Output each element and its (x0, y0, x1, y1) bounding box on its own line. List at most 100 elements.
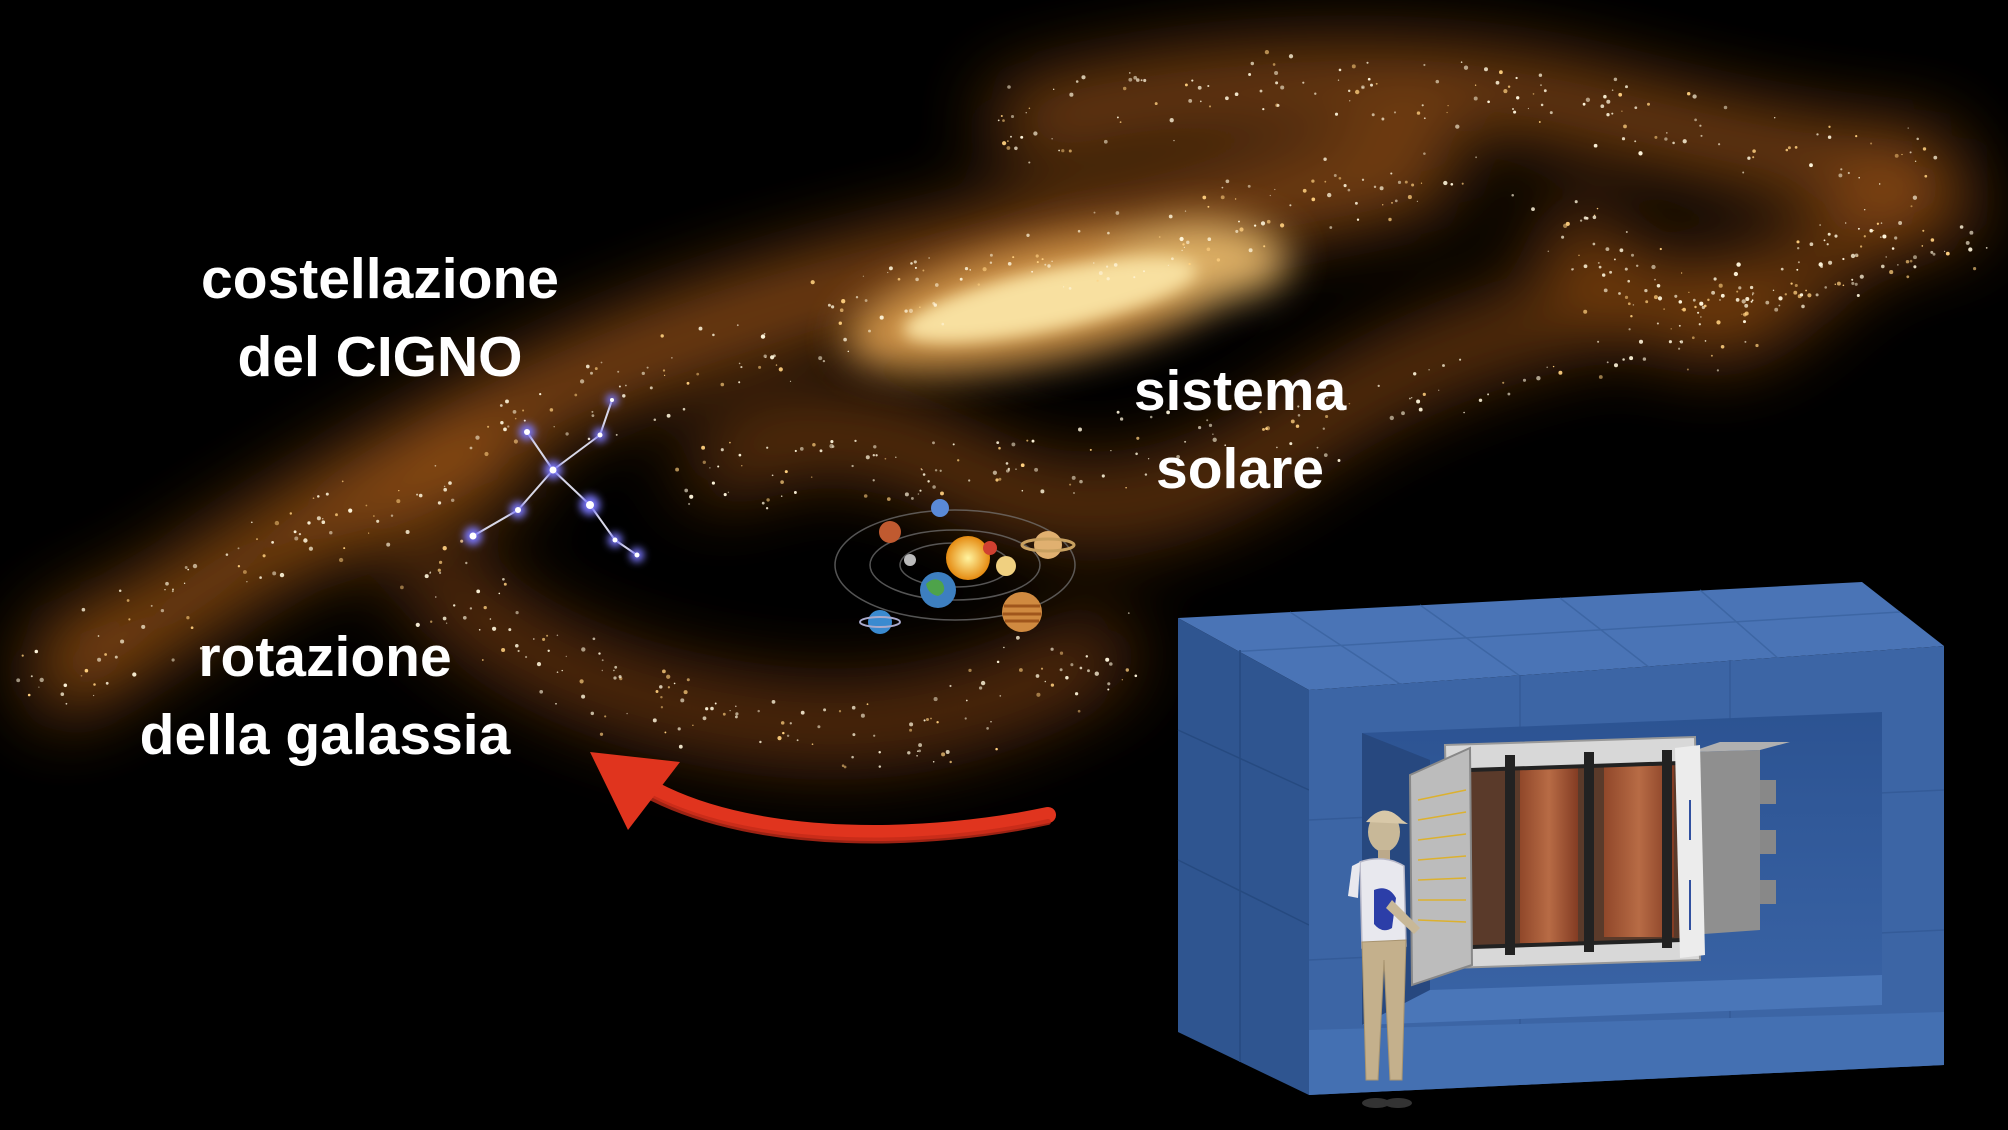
star (1743, 312, 1747, 317)
star (922, 473, 926, 476)
star (1680, 272, 1683, 274)
star (184, 566, 188, 569)
star (1128, 77, 1133, 82)
star (838, 710, 842, 713)
star (1323, 157, 1327, 161)
star (1630, 253, 1635, 257)
star (1010, 135, 1012, 138)
star (1495, 80, 1500, 85)
star (1093, 211, 1096, 214)
star (1044, 263, 1047, 266)
cygnus-constellation-label: costellazione del CIGNO (170, 240, 590, 396)
star (1198, 426, 1202, 430)
star (1394, 199, 1398, 203)
star (405, 529, 410, 535)
star (294, 536, 299, 541)
star (1179, 236, 1184, 242)
star (1169, 118, 1174, 123)
star (498, 592, 501, 595)
star (895, 456, 897, 458)
star (866, 703, 869, 706)
star (1047, 264, 1051, 268)
star (686, 678, 690, 682)
star (711, 481, 715, 485)
star (1700, 316, 1702, 318)
star (709, 467, 711, 469)
star (1460, 61, 1463, 63)
star (1416, 200, 1419, 203)
star (1018, 668, 1023, 672)
star (763, 333, 766, 335)
star (735, 712, 739, 716)
star (1355, 89, 1360, 95)
star (775, 364, 778, 366)
star (1654, 278, 1656, 281)
star (1546, 366, 1548, 369)
star (641, 371, 645, 376)
star (1119, 121, 1122, 123)
star (904, 309, 908, 313)
star (1475, 156, 1478, 159)
star (729, 441, 731, 444)
star (1618, 292, 1621, 295)
star (601, 669, 604, 672)
star (1965, 240, 1970, 245)
star (1202, 195, 1207, 200)
star (539, 689, 544, 694)
star (1461, 182, 1464, 185)
star (1040, 489, 1045, 494)
star (1678, 347, 1681, 350)
star (990, 721, 992, 723)
star (1036, 261, 1039, 264)
star (1606, 113, 1610, 117)
star (1028, 161, 1031, 164)
star (1815, 293, 1819, 297)
star (93, 683, 96, 686)
star (1842, 284, 1845, 287)
star (1606, 361, 1609, 364)
star (312, 497, 315, 500)
star (1621, 137, 1626, 141)
detector-shielding-icon (1177, 582, 1945, 1095)
star (740, 366, 743, 369)
star (462, 615, 467, 620)
star (1909, 259, 1913, 263)
star (1012, 256, 1015, 259)
star (1527, 107, 1529, 110)
star (1044, 680, 1047, 683)
star (1059, 651, 1064, 655)
star (677, 727, 681, 731)
star (1543, 89, 1547, 93)
star (1679, 340, 1684, 344)
star (1279, 223, 1285, 228)
star (565, 432, 569, 436)
star (1879, 183, 1881, 185)
star (1207, 84, 1210, 88)
star (1910, 205, 1913, 208)
star (1182, 243, 1185, 246)
star (1276, 103, 1280, 107)
star (1416, 399, 1421, 404)
star (1622, 358, 1625, 361)
star (1540, 84, 1542, 86)
star (1069, 483, 1072, 486)
star (1592, 242, 1596, 246)
star (1538, 121, 1541, 123)
star (437, 501, 442, 505)
star (683, 690, 688, 695)
star (919, 489, 922, 492)
star (1005, 469, 1010, 473)
star (838, 321, 842, 325)
star (1262, 427, 1265, 431)
star (766, 446, 769, 449)
star (65, 702, 68, 705)
star (1109, 662, 1113, 666)
star (183, 582, 186, 584)
star (1329, 226, 1333, 229)
star (237, 547, 240, 550)
star (1260, 221, 1266, 226)
star (601, 659, 604, 662)
star (1382, 204, 1384, 206)
star (591, 410, 594, 413)
star (501, 647, 506, 653)
